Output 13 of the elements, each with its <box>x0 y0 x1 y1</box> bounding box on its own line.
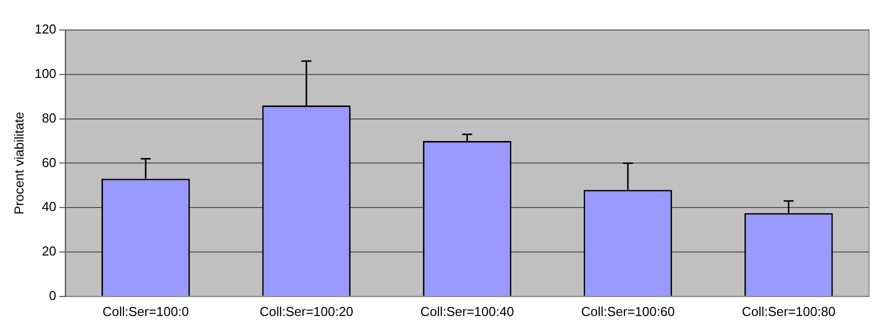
y-tick-label: 40 <box>42 199 56 214</box>
x-tick-label: Coll:Ser=100:0 <box>102 304 189 319</box>
y-tick-label: 80 <box>42 110 56 126</box>
y-tick-label: 100 <box>34 66 56 81</box>
y-axis-title: Procent viabilitate <box>11 112 26 215</box>
y-tick-label: 20 <box>42 244 56 259</box>
y-tick-label: 60 <box>42 154 56 170</box>
x-tick-label: Coll:Ser=100:80 <box>742 304 836 319</box>
x-tick-label: Coll:Ser=100:20 <box>260 304 354 319</box>
x-tick-label: Coll:Ser=100:60 <box>581 304 675 319</box>
x-tick-label: Coll:Ser=100:40 <box>420 304 514 319</box>
y-tick-label: 120 <box>34 22 56 37</box>
y-tick-label: 0 <box>49 288 56 303</box>
